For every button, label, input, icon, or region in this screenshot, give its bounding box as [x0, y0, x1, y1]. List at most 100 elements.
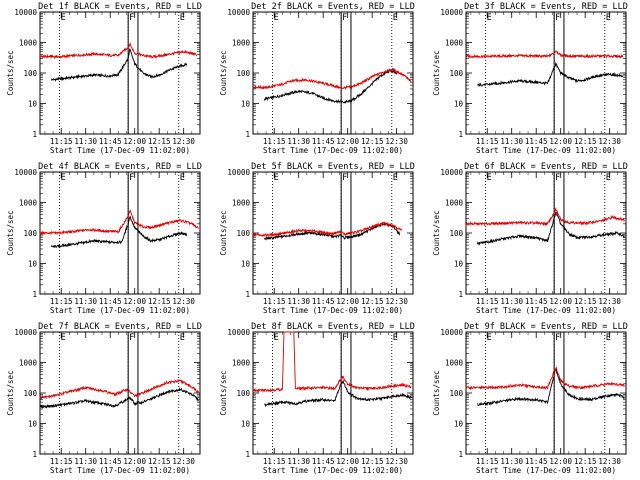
y-axis-label: Counts/sec	[219, 50, 228, 95]
y-tick-label: 100	[449, 389, 463, 398]
x-axis-label: Start Time (17-Dec-09 11:02:00)	[263, 466, 403, 475]
y-tick-label: 1	[32, 450, 37, 459]
mode-marker-label: F	[129, 173, 134, 183]
x-tick-label: 12:15	[148, 137, 171, 146]
detector-panel: Det 1f BLACK = Events, RED = LLD 1 10 100 10…	[6, 2, 202, 155]
y-tick-label: 10000	[14, 8, 37, 17]
y-tick-label: 100	[236, 69, 250, 78]
x-tick-label: 12:00	[549, 297, 572, 306]
x-tick-label: 11:45	[312, 297, 335, 306]
mode-marker-label: E	[274, 13, 279, 23]
x-tick-label: 12:30	[172, 457, 195, 466]
x-axis-label: Start Time (17-Dec-09 11:02:00)	[50, 466, 190, 475]
y-tick-label: 10	[454, 260, 464, 269]
panel-title: Det 7f BLACK = Events, RED = LLD	[38, 322, 202, 332]
mode-marker-label: E	[61, 173, 66, 183]
y-axis-label: Counts/sec	[219, 210, 228, 255]
x-axis-label: Start Time (17-Dec-09 11:02:00)	[476, 146, 616, 155]
x-tick-label: 11:30	[74, 297, 97, 306]
x-tick-label: 11:15	[263, 297, 286, 306]
x-tick-label: 12:00	[336, 297, 359, 306]
events-series-line	[477, 61, 624, 87]
mode-marker-label: E	[274, 173, 279, 183]
x-tick-label: 12:00	[336, 457, 359, 466]
x-tick-label: 12:00	[549, 137, 572, 146]
y-tick-label: 1	[245, 290, 250, 299]
x-tick-label: 11:45	[525, 457, 548, 466]
y-tick-label: 10	[28, 260, 38, 269]
panel-title: Det 8f BLACK = Events, RED = LLD	[251, 322, 415, 332]
y-tick-label: 10000	[14, 168, 37, 177]
mode-marker-label: F	[129, 13, 134, 23]
y-tick-label: 10	[241, 420, 251, 429]
mode-marker-label: E	[487, 173, 492, 183]
panel-title: Det 5f BLACK = Events, RED = LLD	[251, 162, 415, 172]
panel-title: Det 6f BLACK = Events, RED = LLD	[464, 162, 628, 172]
y-axis-label: Counts/sec	[6, 50, 15, 95]
x-tick-label: 11:45	[312, 137, 335, 146]
mode-marker-label: E	[606, 333, 611, 343]
detector-panel: Det 6f BLACK = Events, RED = LLD 1 10 100 10…	[432, 162, 628, 315]
y-tick-label: 1000	[232, 199, 251, 208]
x-tick-label: 12:15	[148, 457, 171, 466]
events-series-line	[476, 211, 625, 246]
detector-panel: Det 8f BLACK = Events, RED = LLD 1 10 100 10…	[219, 322, 415, 475]
x-tick-label: 11:45	[99, 457, 122, 466]
events-series-line	[39, 387, 199, 409]
x-tick-label: 12:30	[385, 457, 408, 466]
events-series-line	[50, 215, 188, 249]
x-tick-label: 11:15	[476, 457, 499, 466]
panel-title: Det 9f BLACK = Events, RED = LLD	[464, 322, 628, 332]
y-tick-label: 1	[32, 290, 37, 299]
lld-series-line	[252, 221, 403, 238]
y-tick-label: 100	[23, 389, 37, 398]
x-tick-label: 12:30	[598, 457, 621, 466]
detector-panel: Det 7f BLACK = Events, RED = LLD 1 10 100 10…	[6, 322, 202, 475]
y-tick-label: 1000	[19, 359, 38, 368]
y-tick-label: 1	[458, 130, 463, 139]
x-tick-label: 11:15	[263, 137, 286, 146]
y-tick-label: 100	[23, 69, 37, 78]
y-tick-label: 1000	[232, 359, 251, 368]
y-tick-label: 10	[241, 100, 251, 109]
x-tick-label: 12:30	[385, 137, 408, 146]
x-axis-label: Start Time (17-Dec-09 11:02:00)	[476, 466, 616, 475]
panel-title: Det 1f BLACK = Events, RED = LLD	[38, 2, 202, 12]
x-tick-label: 11:15	[263, 457, 286, 466]
mode-marker-label: F	[342, 173, 347, 183]
x-tick-label: 11:30	[74, 457, 97, 466]
detector-panel: Det 3f BLACK = Events, RED = LLD 1 10 100 10…	[432, 2, 628, 155]
mode-marker-label: E	[487, 13, 492, 23]
y-axis-label: Counts/sec	[219, 370, 228, 415]
y-tick-label: 10000	[227, 168, 250, 177]
plot-frame	[252, 11, 414, 135]
x-tick-label: 12:15	[574, 137, 597, 146]
x-tick-label: 12:15	[361, 457, 384, 466]
y-tick-label: 100	[236, 229, 250, 238]
y-tick-label: 1000	[19, 39, 38, 48]
x-tick-label: 11:30	[500, 457, 523, 466]
mode-marker-label: F	[129, 333, 134, 343]
x-tick-label: 11:30	[287, 137, 310, 146]
x-tick-label: 11:30	[500, 297, 523, 306]
y-axis-label: Counts/sec	[432, 50, 441, 95]
x-tick-label: 12:15	[148, 297, 171, 306]
lld-series-line	[252, 67, 412, 90]
lld-series-line	[252, 331, 412, 393]
x-tick-label: 12:30	[172, 297, 195, 306]
x-tick-label: 11:15	[476, 137, 499, 146]
x-tick-label: 11:30	[74, 137, 97, 146]
x-tick-label: 11:45	[99, 297, 122, 306]
x-tick-label: 12:30	[172, 137, 195, 146]
x-tick-label: 11:45	[312, 457, 335, 466]
detector-panel: Det 5f BLACK = Events, RED = LLD 1 10 100 10…	[219, 162, 415, 315]
y-tick-label: 10	[454, 420, 464, 429]
x-tick-label: 11:45	[99, 137, 122, 146]
y-tick-label: 10	[28, 100, 38, 109]
panel-title: Det 3f BLACK = Events, RED = LLD	[464, 2, 628, 12]
mode-marker-label: E	[61, 13, 66, 23]
mode-marker-label: F	[555, 333, 560, 343]
x-tick-label: 12:15	[361, 137, 384, 146]
x-tick-label: 12:00	[336, 137, 359, 146]
events-series-line	[476, 367, 625, 407]
